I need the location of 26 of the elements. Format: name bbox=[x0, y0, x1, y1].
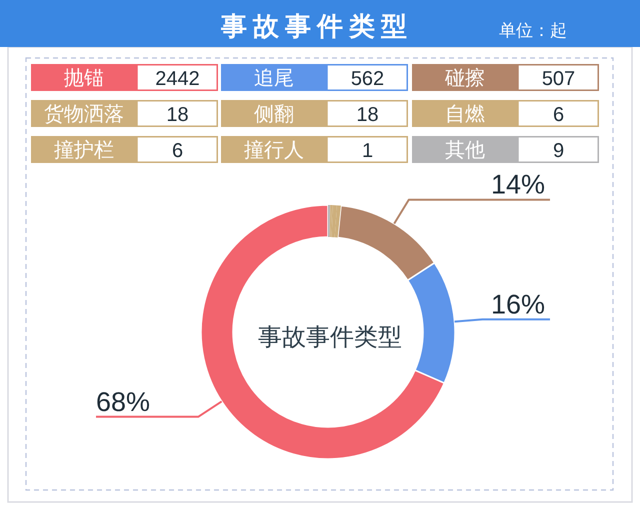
text: 14% bbox=[490, 170, 545, 200]
data-label: 2442 bbox=[155, 68, 200, 90]
text: 68% bbox=[96, 386, 150, 417]
legend-label: 其他 bbox=[445, 140, 485, 162]
donut-slice bbox=[332, 205, 337, 238]
data-label: 18 bbox=[166, 104, 189, 126]
data-label: 562 bbox=[350, 68, 384, 90]
legend-label: 追尾 bbox=[254, 68, 294, 90]
legend-label: 货物洒落 bbox=[44, 104, 124, 126]
chart-title: 事故事件类型 bbox=[220, 11, 413, 41]
legend-label: 自燃 bbox=[445, 104, 485, 126]
data-label: 9 bbox=[552, 140, 564, 162]
text: 16% bbox=[490, 289, 545, 320]
legend-label: 碰擦 bbox=[445, 68, 485, 90]
data-label: 1 bbox=[362, 140, 374, 162]
data-label: 507 bbox=[542, 68, 576, 90]
data-label: 6 bbox=[172, 140, 184, 162]
text: 事故事件类型 bbox=[258, 324, 402, 351]
legend-label: 撞行人 bbox=[244, 140, 304, 162]
legend-label: 抛锚 bbox=[64, 68, 104, 90]
legend-label: 侧翻 bbox=[254, 104, 294, 126]
legend-label: 撞护栏 bbox=[54, 140, 114, 162]
donut-slice bbox=[334, 205, 341, 238]
data-label: 6 bbox=[552, 104, 564, 126]
data-label: 18 bbox=[356, 104, 379, 126]
text: 单位：起 bbox=[499, 21, 567, 40]
